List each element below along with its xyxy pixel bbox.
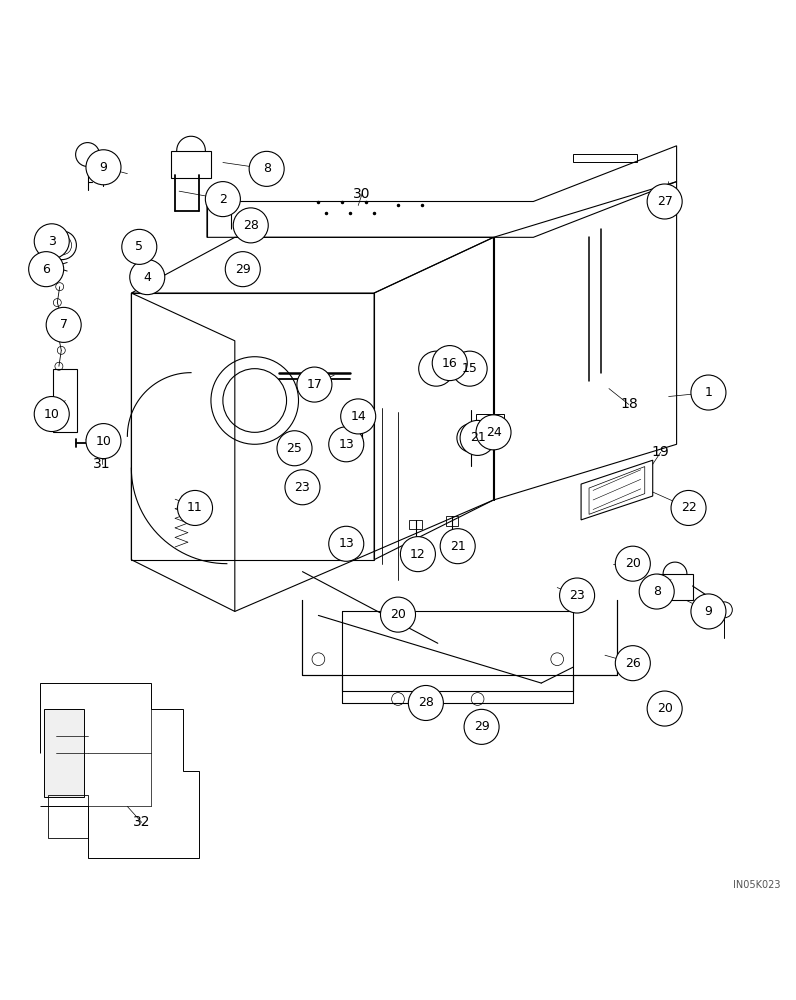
Text: 7: 7 [60, 318, 68, 331]
Circle shape [647, 184, 682, 219]
Text: 27: 27 [657, 195, 673, 208]
Text: 20: 20 [657, 702, 673, 715]
Text: 13: 13 [338, 438, 354, 451]
Circle shape [29, 252, 64, 287]
Circle shape [408, 685, 443, 720]
Text: 8: 8 [263, 162, 271, 175]
Text: 22: 22 [681, 501, 696, 514]
Text: 6: 6 [42, 263, 50, 276]
Text: 28: 28 [243, 219, 259, 232]
Text: 20: 20 [390, 608, 406, 621]
Circle shape [380, 597, 416, 632]
Circle shape [341, 399, 376, 434]
Circle shape [671, 490, 706, 525]
Circle shape [400, 537, 435, 572]
Circle shape [560, 578, 595, 613]
Text: 23: 23 [295, 481, 310, 494]
Circle shape [130, 260, 165, 295]
Text: 8: 8 [653, 585, 661, 598]
Text: 14: 14 [350, 410, 366, 423]
Circle shape [476, 415, 511, 450]
Circle shape [233, 208, 268, 243]
Circle shape [647, 691, 682, 726]
Circle shape [86, 150, 121, 185]
Circle shape [122, 229, 157, 264]
Circle shape [34, 397, 69, 432]
Circle shape [225, 252, 260, 287]
Text: 10: 10 [96, 435, 111, 448]
Circle shape [86, 424, 121, 459]
Text: 5: 5 [135, 240, 143, 253]
Circle shape [205, 182, 240, 217]
Text: 26: 26 [625, 657, 641, 670]
Text: 2: 2 [219, 193, 227, 206]
Text: 19: 19 [652, 445, 669, 459]
Text: 1: 1 [704, 386, 712, 399]
Text: 4: 4 [143, 271, 151, 284]
Circle shape [691, 594, 726, 629]
Text: 30: 30 [353, 187, 371, 201]
Circle shape [639, 574, 674, 609]
Circle shape [452, 351, 487, 386]
Circle shape [615, 646, 650, 681]
Text: 10: 10 [44, 408, 60, 421]
Text: 23: 23 [569, 589, 585, 602]
Circle shape [297, 367, 332, 402]
Circle shape [277, 431, 312, 466]
Circle shape [329, 427, 364, 462]
Text: 29: 29 [474, 720, 490, 733]
Circle shape [178, 490, 213, 525]
Circle shape [464, 709, 499, 744]
Text: 31: 31 [93, 457, 111, 471]
Text: 28: 28 [418, 696, 434, 709]
Text: 9: 9 [100, 161, 107, 174]
Text: 21: 21 [450, 540, 466, 553]
Text: 29: 29 [235, 263, 251, 276]
Text: 9: 9 [704, 605, 712, 618]
Text: 17: 17 [306, 378, 322, 391]
Circle shape [249, 151, 284, 186]
Text: 24: 24 [486, 426, 501, 439]
Circle shape [285, 470, 320, 505]
Text: 21: 21 [470, 431, 486, 444]
Text: 32: 32 [133, 815, 150, 829]
Text: 18: 18 [620, 397, 638, 411]
Polygon shape [44, 709, 84, 797]
Text: 13: 13 [338, 537, 354, 550]
Circle shape [460, 420, 495, 455]
Circle shape [34, 224, 69, 259]
Circle shape [615, 546, 650, 581]
Circle shape [45, 259, 61, 275]
Circle shape [440, 529, 475, 564]
Circle shape [691, 375, 726, 410]
Circle shape [46, 307, 81, 342]
Text: 20: 20 [625, 557, 641, 570]
Text: 12: 12 [410, 548, 426, 561]
Text: IN05K023: IN05K023 [732, 880, 780, 890]
Circle shape [329, 526, 364, 561]
Text: 16: 16 [442, 357, 458, 370]
Text: 25: 25 [287, 442, 302, 455]
Text: 11: 11 [187, 501, 203, 514]
Text: 15: 15 [462, 362, 478, 375]
Text: 3: 3 [48, 235, 56, 248]
Circle shape [432, 346, 467, 381]
